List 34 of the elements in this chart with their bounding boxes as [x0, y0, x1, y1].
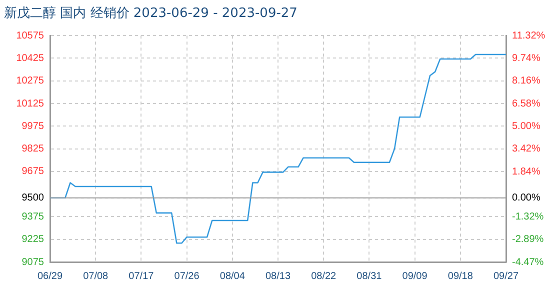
y-tick-label: 10575	[16, 30, 44, 42]
y2-tick-label: 8.16%	[512, 76, 540, 87]
y2-tick-label: 11.32%	[512, 30, 546, 42]
y2-tick-label: 9.74%	[512, 53, 540, 64]
x-tick-label: 08/22	[311, 270, 337, 282]
y2-tick-label: -2.89%	[512, 234, 544, 246]
chart-title: 新戊二醇 国内 经销价 2023-06-29 - 2023-09-27	[4, 6, 298, 22]
y-tick-label: 9500	[22, 192, 44, 204]
y-tick-label: 9375	[22, 211, 44, 222]
y2-tick-label: 1.84%	[512, 166, 540, 178]
x-tick-label: 09/27	[493, 270, 519, 282]
y2-tick-label: -4.47%	[512, 256, 544, 268]
x-tick-label: 09/09	[402, 270, 428, 282]
y2-tick-label: 0.00%	[512, 192, 540, 204]
x-tick-label: 08/13	[265, 270, 291, 282]
y-tick-label: 10275	[16, 76, 44, 87]
x-tick-label: 08/04	[220, 270, 246, 282]
y2-tick-label: 5.00%	[512, 120, 540, 132]
x-tick-label: 09/18	[448, 270, 474, 282]
y2-tick-label: 3.42%	[512, 144, 540, 155]
y2-tick-label: -1.32%	[512, 212, 544, 223]
y-tick-label: 9975	[22, 120, 44, 132]
x-tick-label: 07/17	[128, 270, 154, 282]
y-tick-label: 9225	[22, 234, 44, 246]
y-tick-label: 10425	[16, 52, 44, 64]
x-tick-label: 07/26	[174, 270, 200, 282]
y-tick-label: 9675	[22, 166, 44, 178]
y2-tick-label: 6.58%	[512, 98, 540, 110]
y-tick-label: 10125	[16, 98, 44, 110]
x-tick-label: 06/29	[37, 270, 63, 282]
x-tick-label: 07/08	[83, 270, 109, 282]
y-tick-label: 9825	[22, 144, 44, 155]
y-tick-label: 9075	[22, 256, 44, 268]
x-tick-label: 08/31	[356, 270, 382, 282]
